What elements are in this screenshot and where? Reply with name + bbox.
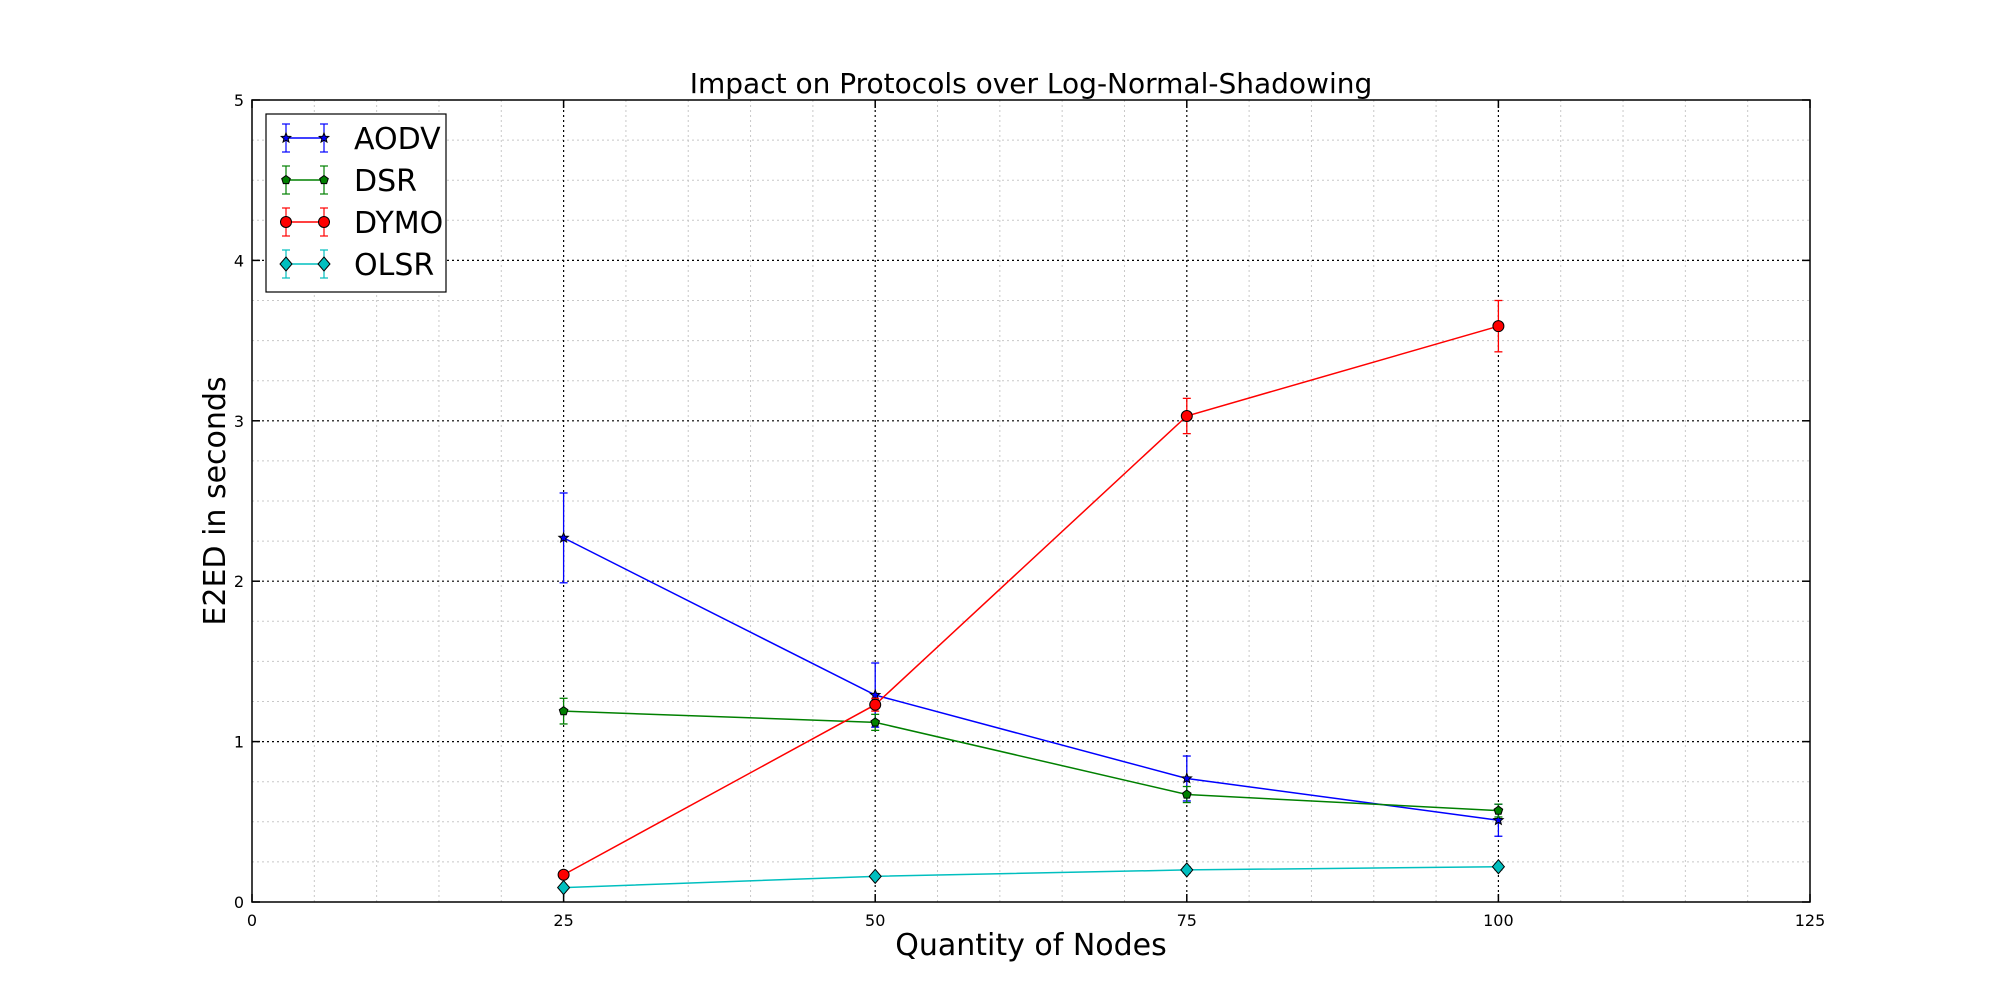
legend-item: DSR: [281, 164, 417, 199]
legend-item: AODV: [279, 122, 441, 157]
series-olsr: [556, 858, 1506, 896]
data-point: [1180, 772, 1193, 784]
legend-item: OLSR: [279, 248, 434, 283]
x-tick-label: 100: [1483, 911, 1514, 930]
data-point: [558, 706, 569, 716]
legend-marker: [281, 174, 291, 185]
chart-title: Impact on Protocols over Log-Normal-Shad…: [690, 67, 1373, 100]
y-tick-label: 0: [234, 893, 244, 912]
grid-layer: [252, 100, 1810, 902]
x-tick-label: 25: [553, 911, 573, 930]
legend-marker: [279, 131, 293, 144]
series-layer: [556, 299, 1506, 896]
legend-marker: [279, 256, 293, 272]
data-point: [870, 717, 881, 727]
y-tick-label: 5: [234, 91, 244, 110]
legend: AODV DSR DYMO OLSR: [265, 113, 447, 293]
series-line: [563, 865, 1499, 889]
series-dsr: [558, 697, 1504, 818]
x-tick-label: 50: [865, 911, 885, 930]
series-line: [563, 325, 1499, 876]
series-dymo: [557, 299, 1505, 881]
x-axis-label: Quantity of Nodes: [895, 928, 1167, 963]
legend-label: OLSR: [354, 248, 434, 283]
series-line: [563, 537, 1499, 821]
y-axis-label: E2ED in seconds: [198, 376, 233, 625]
data-point: [556, 879, 571, 896]
data-point: [557, 868, 570, 881]
data-point: [1491, 858, 1506, 875]
data-point: [1492, 813, 1505, 826]
x-tick-label: 75: [1177, 911, 1197, 930]
data-point: [869, 698, 882, 711]
plot-area: [251, 99, 1811, 903]
data-point: [1181, 789, 1192, 799]
series-line: [563, 710, 1499, 812]
y-tick-label: 1: [234, 733, 244, 752]
legend-marker: [280, 216, 292, 228]
legend-marker: [319, 174, 329, 185]
x-tick-label: 0: [247, 911, 257, 930]
legend-marker: [317, 256, 331, 272]
data-point: [1492, 320, 1505, 333]
data-point: [1180, 409, 1193, 422]
legend-box: [265, 113, 447, 293]
data-point: [1493, 805, 1504, 815]
data-point: [1180, 862, 1194, 878]
legend-marker: [317, 131, 331, 144]
axis-ticks: 0 25 50 75 100 125 0 1 2 3 4 5: [234, 91, 1825, 930]
legend-label: AODV: [354, 122, 441, 157]
legend-item: DYMO: [280, 206, 443, 241]
y-tick-label: 4: [234, 251, 244, 270]
x-tick-label: 125: [1795, 911, 1826, 930]
y-tick-label: 2: [234, 572, 244, 591]
data-point: [869, 688, 882, 701]
legend-label: DSR: [354, 164, 417, 199]
y-tick-label: 3: [234, 412, 244, 431]
data-point: [868, 868, 882, 885]
legend-marker: [318, 216, 330, 228]
data-point: [557, 531, 570, 544]
legend-label: DYMO: [354, 206, 443, 241]
series-aodv: [557, 492, 1505, 837]
